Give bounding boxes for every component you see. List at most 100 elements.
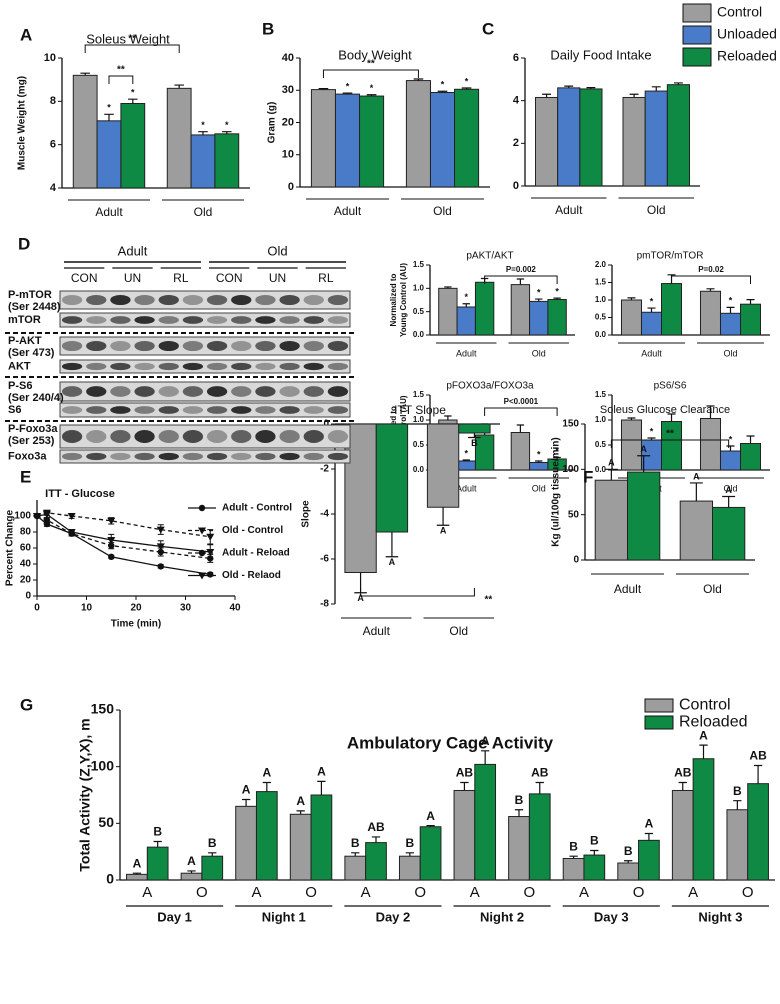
x-tick-label: Old [433, 204, 452, 218]
significance-label: A [693, 471, 700, 481]
blot-band [231, 340, 252, 352]
significance-label: B [406, 836, 415, 850]
panel-letter: D [18, 234, 30, 253]
error-bar [318, 88, 329, 90]
legend-swatch [682, 25, 712, 45]
blot-band [327, 362, 349, 371]
group-label: Night 2 [480, 909, 524, 924]
blot-band [255, 316, 276, 324]
bar [405, 80, 431, 188]
blot-band [231, 362, 252, 371]
blot-band [61, 386, 83, 397]
chart-title: Ambulatory Cage Activity [347, 733, 554, 752]
point [33, 513, 41, 520]
bar [474, 434, 495, 471]
error-bar [535, 460, 543, 463]
significance-label: * [441, 80, 445, 90]
error-bar [132, 872, 142, 875]
error-bar [153, 840, 162, 848]
error-bar [706, 405, 715, 419]
significance-label: A [426, 809, 435, 823]
blot-band [158, 430, 179, 443]
bracket-label: ** [485, 595, 493, 606]
y-tick-label: 1.5 [413, 260, 425, 269]
bar [671, 789, 694, 881]
bar [72, 74, 98, 189]
blot-band [110, 430, 131, 443]
blot-band [206, 340, 228, 352]
blot-band [279, 316, 300, 324]
bar [458, 423, 491, 434]
chart-title: Soleus Weight [86, 31, 170, 46]
y-tick-label: 40 [20, 559, 32, 570]
significance-label: A [242, 783, 251, 797]
point [67, 513, 76, 520]
y-tick-label: 10 [44, 52, 56, 64]
bracket-label: ** [128, 34, 136, 45]
significance-label: A [481, 734, 490, 748]
error-bar [371, 836, 381, 843]
bar [644, 90, 668, 187]
bar [579, 88, 603, 187]
blot-band [61, 362, 83, 371]
x-tick-label: Adult [456, 348, 477, 358]
y-tick-label: 100 [14, 511, 31, 522]
bar [562, 857, 585, 881]
lane-label: RL [173, 271, 189, 285]
significance-label: * [729, 296, 733, 306]
bar [235, 805, 257, 881]
y-tick-label: 40 [282, 52, 294, 64]
bar [255, 791, 278, 881]
significance-label: B [733, 784, 742, 798]
significance-label: * [537, 449, 541, 459]
legend-label: Old - Control [222, 525, 283, 536]
bar [120, 103, 146, 189]
bar [474, 763, 497, 881]
x-tick-label: O [196, 884, 208, 901]
blot-band [327, 430, 349, 443]
error-bar [553, 456, 561, 459]
error-bar [342, 92, 353, 95]
group-label: Night 3 [698, 909, 742, 924]
bar [620, 419, 642, 471]
x-tick-label: Old [532, 483, 546, 493]
blot-band [255, 362, 276, 371]
panel-letter: E [20, 467, 31, 486]
bar [535, 96, 559, 187]
error-bar [80, 72, 90, 76]
error-bar [647, 307, 656, 313]
error-bar [187, 870, 196, 874]
error-bar [516, 278, 525, 285]
significance-label: B [471, 438, 478, 448]
significance-label: A [317, 765, 326, 779]
lane-label: RL [318, 271, 334, 285]
y-tick-label: 0.5 [413, 440, 425, 449]
blot-band [182, 340, 204, 352]
blot-band [206, 430, 228, 443]
legend-swatch [682, 47, 712, 67]
legend-swatch [682, 3, 712, 23]
x-tick-label: Adult [334, 204, 362, 218]
error-bar [629, 93, 639, 98]
y-axis-label: Kg (ul/100g tissue/min) [551, 437, 562, 546]
legend-label: Old - Relaod [222, 570, 281, 581]
bracket-label: P=0.002 [506, 265, 537, 274]
bar [627, 471, 661, 561]
significance-label: * [537, 287, 541, 297]
panel-letter: C [482, 19, 494, 38]
error-bar [461, 87, 472, 90]
error-bar [667, 413, 676, 422]
blot-band [206, 294, 228, 306]
bar [740, 443, 762, 471]
bar [617, 862, 640, 881]
blot-band [327, 406, 349, 414]
error-bar [128, 98, 138, 104]
bar [557, 87, 581, 187]
significance-label: * [650, 296, 654, 306]
bar [740, 303, 762, 336]
y-tick-label: 0.0 [413, 465, 425, 474]
error-bar [351, 852, 360, 857]
y-tick-label: 1.0 [413, 283, 425, 292]
y-tick-label: 20 [20, 575, 32, 586]
